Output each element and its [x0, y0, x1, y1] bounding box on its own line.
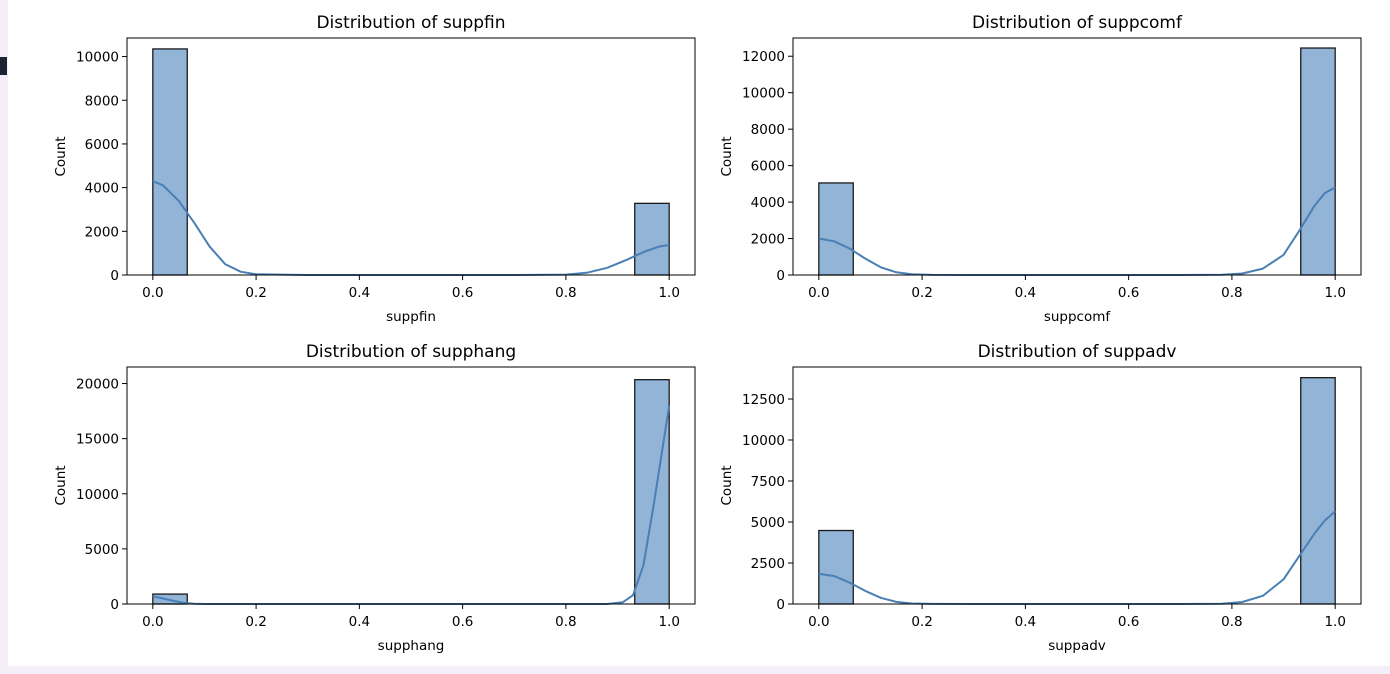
histogram-bar: [152, 48, 188, 276]
x-tick-label: 0.0: [808, 614, 829, 630]
page-bottom-band: [0, 666, 1390, 674]
y-tick-label: 12000: [742, 49, 785, 65]
x-tick-label: 0.8: [555, 614, 576, 630]
x-tick-label: 0.4: [1015, 614, 1036, 630]
y-tick-label: 5000: [85, 542, 119, 558]
x-tick-label: 0.6: [452, 614, 473, 630]
x-tick-label: 0.0: [142, 614, 163, 630]
histogram-bar: [1300, 47, 1336, 276]
y-axis-label: Count: [719, 136, 735, 176]
kde-curve: [152, 405, 671, 605]
subplot-2: 0.0 0.2 0.4 0.6 0.8 1.0 0 2000 4000 6000 8000 10000…: [719, 13, 1362, 325]
y-axis-label: Count: [53, 465, 69, 505]
x-tick-label: 0.4: [349, 285, 370, 301]
y-axis-label: Count: [53, 136, 69, 176]
y-tick-label: 8000: [751, 122, 785, 138]
y-tick-label: 20000: [76, 377, 119, 393]
kde-curve: [818, 186, 1336, 276]
y-tick-label: 0: [110, 268, 119, 284]
x-tick-label: 0.4: [1015, 285, 1036, 301]
x-tick-label: 1.0: [1324, 285, 1345, 301]
y-tick-label: 0: [776, 268, 785, 284]
histogram-bar: [1300, 377, 1336, 605]
y-tick-label: 10000: [742, 86, 785, 102]
y-tick-label: 10000: [742, 433, 785, 449]
x-axis-label: suppcomf: [1044, 309, 1112, 325]
y-tick-label: 4000: [85, 181, 119, 197]
y-tick-label: 10000: [76, 487, 119, 503]
chart-figure: 0.0 0.2 0.4 0.6 0.8 1.0 0 2000 4000 6000 8000 10000…: [8, 0, 1390, 666]
axes-frame: [126, 37, 696, 276]
y-tick-label: 2000: [85, 224, 119, 240]
x-tick-label: 1.0: [1324, 614, 1345, 630]
y-tick-label: 5000: [751, 515, 785, 531]
histogram-bar: [634, 202, 670, 276]
x-tick-label: 0.2: [245, 285, 266, 301]
y-tick-label: 2500: [751, 556, 785, 572]
page-left-strip: [0, 0, 8, 674]
y-tick-label: 8000: [85, 93, 119, 109]
x-tick-label: 0.6: [452, 285, 473, 301]
page-edge-marker: [0, 57, 7, 75]
chart-title: Distribution of supphang: [306, 342, 516, 362]
y-tick-label: 0: [110, 597, 119, 613]
x-tick-label: 0.0: [142, 285, 163, 301]
histogram-grid-svg: 0.0 0.2 0.4 0.6 0.8 1.0 0 2000 4000 6000 8000 10000…: [53, 13, 1362, 654]
x-axis-label: suppadv: [1048, 638, 1106, 654]
y-tick-label: 10000: [76, 50, 119, 66]
y-tick-label: 7500: [751, 474, 785, 490]
axes-frame: [792, 37, 1362, 276]
x-axis-label: supphang: [378, 638, 445, 654]
y-tick-label: 4000: [751, 195, 785, 211]
histogram-bar: [818, 529, 854, 605]
axes-frame: [792, 366, 1362, 605]
x-tick-label: 0.0: [808, 285, 829, 301]
x-tick-label: 0.6: [1118, 285, 1139, 301]
y-tick-label: 2000: [751, 232, 785, 248]
kde-curve: [152, 180, 670, 276]
x-tick-label: 0.2: [911, 285, 932, 301]
x-tick-label: 0.8: [1221, 285, 1242, 301]
histogram-bar: [634, 379, 670, 605]
subplot-3: 0.0 0.2 0.4 0.6 0.8 1.0 0 5000 10000 15000 20000 su…: [53, 342, 696, 654]
x-tick-label: 0.6: [1118, 614, 1139, 630]
x-tick-label: 1.0: [658, 285, 679, 301]
chart-title: Distribution of suppadv: [978, 342, 1177, 362]
kde-curve: [818, 510, 1336, 605]
x-tick-label: 0.8: [555, 285, 576, 301]
subplot-1: 0.0 0.2 0.4 0.6 0.8 1.0 0 2000 4000 6000 8000 10000…: [53, 13, 696, 325]
x-tick-label: 0.8: [1221, 614, 1242, 630]
y-tick-label: 6000: [751, 159, 785, 175]
x-axis-label: suppfin: [386, 309, 436, 325]
axes-frame: [126, 366, 696, 605]
x-tick-label: 0.2: [911, 614, 932, 630]
histogram-bar: [818, 182, 854, 276]
subplot-4: 0.0 0.2 0.4 0.6 0.8 1.0 0 2500 5000 7500 10000 1250…: [719, 342, 1362, 654]
x-tick-label: 0.2: [245, 614, 266, 630]
chart-title: Distribution of suppcomf: [972, 13, 1183, 33]
y-axis-label: Count: [719, 465, 735, 505]
x-tick-label: 0.4: [349, 614, 370, 630]
y-tick-label: 6000: [85, 137, 119, 153]
y-tick-label: 12500: [742, 392, 785, 408]
chart-title: Distribution of suppfin: [316, 13, 505, 33]
y-tick-label: 0: [776, 597, 785, 613]
y-tick-label: 15000: [76, 432, 119, 448]
x-tick-label: 1.0: [658, 614, 679, 630]
